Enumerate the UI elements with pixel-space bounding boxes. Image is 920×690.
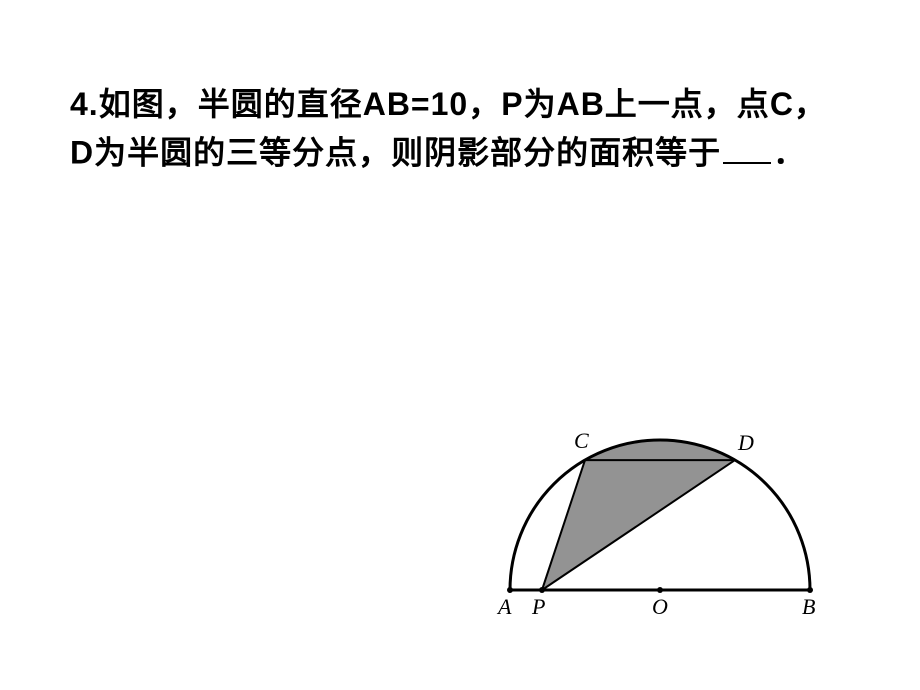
text-seg-6: 为半圆的三等分点，则阴影部分的面积等于 [94,135,721,171]
answer-blank [723,128,771,164]
svg-text:C: C [574,428,589,453]
ab-label: AB [557,86,605,122]
problem-text: 4.如图，半圆的直径AB=10，P为AB上一点，点C，D为半圆的三等分点，则阴影… [70,80,850,177]
c-label: C [770,86,794,122]
text-period: ． [773,135,806,171]
text-seg-5: ， [794,86,827,122]
svg-text:O: O [652,594,668,619]
text-seg-3: 为 [524,86,557,122]
d-label: D [70,135,94,171]
geometry-figure: AP O B C D [480,400,840,630]
text-seg-1: 如图，半圆的直径 [99,86,363,122]
text-seg-2: ， [468,86,501,122]
problem-number: 4. [70,86,99,122]
svg-text:P: P [531,594,545,619]
ab-equation: AB=10 [363,86,469,122]
slide: 4.如图，半圆的直径AB=10，P为AB上一点，点C，D为半圆的三等分点，则阴影… [0,0,920,690]
svg-text:D: D [737,430,754,455]
svg-text:A: A [496,594,512,619]
text-seg-4: 上一点，点 [605,86,770,122]
figure-svg: AP O B C D [480,400,840,630]
p-label: P [501,86,523,122]
svg-text:B: B [802,594,815,619]
